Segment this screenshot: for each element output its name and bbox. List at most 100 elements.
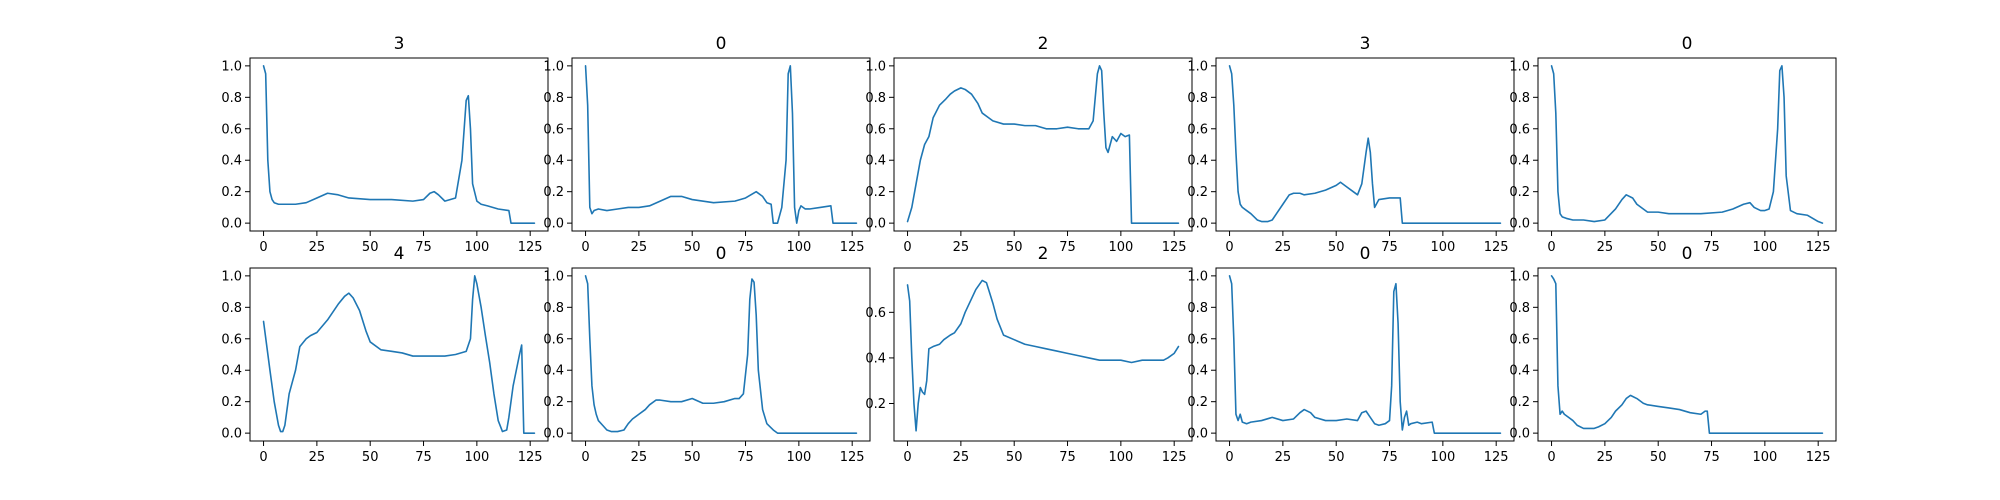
x-tick-label: 100 [1752,450,1777,465]
x-tick-label: 100 [1752,240,1777,255]
x-tick-label: 100 [464,240,489,255]
x-tick-label: 25 [631,450,648,465]
y-tick-label: 1.0 [543,269,564,284]
y-tick-label: 0.2 [543,185,564,200]
y-tick-label: 0.8 [865,91,886,106]
subplot-title: 3 [394,34,405,54]
subplot-2: 0 0 25 50 75 100 125 0.0 0.2 0.4 0.6 0.8 1.0 [543,34,871,255]
y-tick-label: 0.2 [1509,185,1530,200]
y-tick-label: 0.6 [543,332,564,347]
x-tick-label: 75 [737,450,754,465]
x-tick-label: 25 [1275,450,1292,465]
x-tick-label: 125 [518,240,543,255]
y-tick-label: 0.4 [865,351,886,366]
y-tick-label: 0.8 [221,301,242,316]
y-tick-label: 0.4 [1509,364,1530,379]
x-tick-label: 125 [1162,450,1187,465]
y-tick-label: 0.4 [221,364,242,379]
x-tick-label: 50 [1328,240,1345,255]
axes-frame [571,57,871,232]
x-tick-label: 50 [362,240,379,255]
y-tick-label: 0.2 [1509,395,1530,410]
subplot-title: 2 [1038,244,1049,264]
series-line [262,275,536,434]
x-tick-label: 125 [840,240,865,255]
x-tick-label: 25 [309,240,326,255]
y-tick-label: 0.8 [1187,301,1208,316]
y-tick-label: 0.2 [221,395,242,410]
axes-frame [893,57,1193,232]
x-tick-label: 100 [786,450,811,465]
y-tick-label: 0.0 [1509,217,1530,232]
axes-frame [249,57,549,232]
y-tick-label: 0.0 [1187,427,1208,442]
series-line [1550,275,1824,434]
y-tick-label: 0.2 [1187,185,1208,200]
y-tick-label: 0.4 [221,154,242,169]
x-tick-label: 0 [581,240,589,255]
x-tick-label: 25 [953,450,970,465]
axes-frame [893,267,1193,442]
x-tick-label: 100 [464,450,489,465]
series-line [906,65,1180,224]
x-tick-label: 50 [1650,240,1667,255]
subplot-title: 0 [716,34,727,54]
y-tick-label: 0.6 [1509,122,1530,137]
y-tick-label: 0.6 [865,122,886,137]
subplot-title: 0 [1682,244,1693,264]
y-tick-label: 0.8 [1509,91,1530,106]
y-tick-label: 1.0 [1509,59,1530,74]
y-tick-label: 0.0 [543,427,564,442]
subplot-7: 0 0 25 50 75 100 125 0.0 0.2 0.4 0.6 0.8 1.0 [543,244,871,465]
x-tick-label: 0 [903,240,911,255]
x-tick-label: 0 [259,450,267,465]
x-tick-label: 100 [1108,450,1133,465]
x-tick-label: 0 [1225,240,1233,255]
y-tick-label: 0.4 [865,154,886,169]
y-tick-label: 0.4 [1187,364,1208,379]
y-tick-label: 0.2 [1187,395,1208,410]
x-tick-label: 75 [1381,450,1398,465]
y-tick-label: 0.6 [1187,332,1208,347]
y-tick-label: 0.8 [543,91,564,106]
y-tick-label: 0.2 [865,397,886,412]
axes-frame [249,267,549,442]
subplot-3: 2 0 25 50 75 100 125 0.0 0.2 0.4 0.6 0.8 1.0 [865,34,1193,255]
subplot-title: 0 [716,244,727,264]
x-tick-label: 25 [1597,450,1614,465]
x-tick-label: 0 [1547,450,1555,465]
y-tick-label: 1.0 [543,59,564,74]
x-tick-label: 100 [1108,240,1133,255]
x-tick-label: 0 [1547,240,1555,255]
axes-frame [1537,267,1837,442]
x-tick-label: 50 [1328,450,1345,465]
subplot-5: 0 0 25 50 75 100 125 0.0 0.2 0.4 0.6 0.8 1.0 [1509,34,1837,255]
x-tick-label: 25 [631,240,648,255]
y-tick-label: 0.0 [1509,427,1530,442]
x-tick-label: 75 [737,240,754,255]
series-line [1550,65,1824,224]
subplot-title: 2 [1038,34,1049,54]
y-tick-label: 0.4 [1509,154,1530,169]
x-tick-label: 25 [309,450,326,465]
subplot-title: 0 [1682,34,1693,54]
y-tick-label: 0.6 [221,332,242,347]
y-tick-label: 0.0 [221,217,242,232]
y-tick-label: 1.0 [221,59,242,74]
y-tick-label: 0.6 [543,122,564,137]
x-tick-label: 25 [1275,240,1292,255]
x-tick-label: 125 [840,450,865,465]
x-tick-label: 75 [1059,450,1076,465]
subplot-8: 2 0 25 50 75 100 125 0.2 0.4 0.6 [865,244,1193,465]
subplot-1: 3 0 25 50 75 100 125 0.0 0.2 0.4 0.6 0.8 1.0 [221,34,549,255]
y-tick-label: 1.0 [865,59,886,74]
subplot-9: 0 0 25 50 75 100 125 0.0 0.2 0.4 0.6 0.8 1.0 [1187,244,1515,465]
subplot-title: 3 [1360,34,1371,54]
x-tick-label: 75 [1059,240,1076,255]
y-tick-label: 1.0 [1509,269,1530,284]
x-tick-label: 50 [362,450,379,465]
y-tick-label: 0.8 [221,91,242,106]
x-tick-label: 125 [1484,240,1509,255]
x-tick-label: 100 [1430,240,1455,255]
